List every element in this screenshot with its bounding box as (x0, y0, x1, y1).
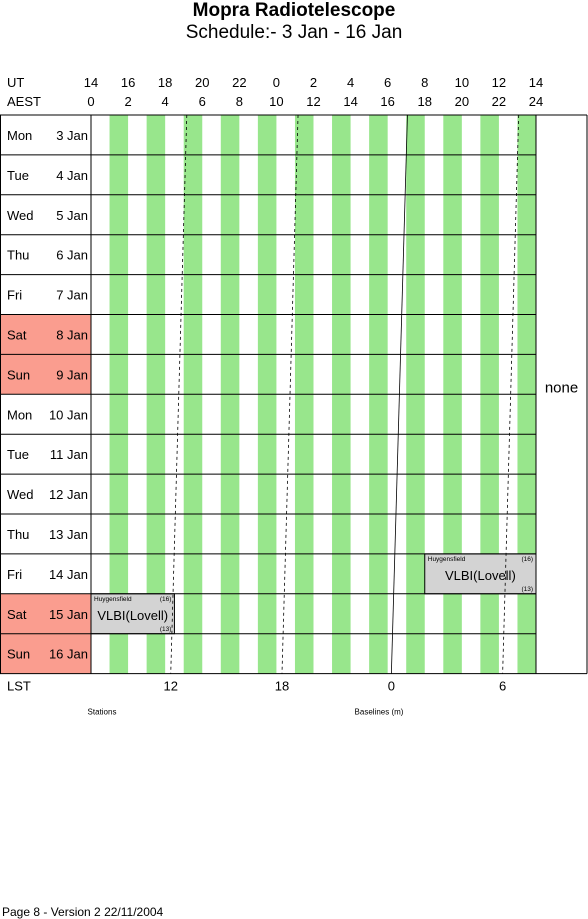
ut-tick-label: 8 (421, 75, 428, 90)
day-of-week: Mon (7, 407, 32, 422)
day-date: 15 Jan (49, 607, 88, 622)
day-date: 10 Jan (49, 407, 88, 422)
observation-project: VLBI(Lovell) (97, 608, 168, 623)
lst-tick-label: 0 (388, 679, 395, 694)
ut-tick-label: 14 (84, 75, 98, 90)
ut-tick-label: 2 (310, 75, 317, 90)
stations-label: Stations (88, 708, 117, 717)
aest-tick-label: 16 (380, 94, 394, 109)
observation-code-bottom: (13) (521, 586, 533, 593)
lst-guide (390, 114, 408, 674)
day-of-week: Wed (7, 208, 34, 223)
day-of-week: Wed (7, 487, 34, 502)
day-date: 9 Jan (56, 367, 88, 382)
day-of-week: Sat (7, 328, 27, 343)
aest-tick-label: 20 (455, 94, 469, 109)
day-of-week: Tue (7, 447, 29, 462)
ut-tick-label: 14 (529, 75, 543, 90)
day-date: 11 Jan (50, 447, 88, 462)
page-subtitle: Schedule:- 3 Jan - 16 Jan (185, 22, 403, 43)
ut-tick-label: 4 (347, 75, 354, 90)
ut-tick-label: 18 (158, 75, 172, 90)
aest-tick-label: 4 (162, 94, 169, 109)
weekend-highlight (0, 314, 91, 355)
lst-tick-label: 12 (163, 679, 177, 694)
footer-version: Page 8 - Version 2 22/11/2004 (2, 905, 164, 919)
ut-axis-label: UT (7, 75, 24, 90)
baselines-label: Baselines (m) (355, 708, 404, 717)
aest-tick-label: 22 (492, 94, 506, 109)
ut-tick-label: 22 (232, 75, 246, 90)
aest-tick-label: 6 (199, 94, 206, 109)
day-of-week: Sun (7, 647, 30, 662)
day-of-week: Sat (7, 607, 27, 622)
lst-tick-label: 18 (275, 679, 289, 694)
weekend-highlight (0, 593, 91, 634)
observation-code-bottom: (13) (160, 626, 172, 633)
day-date: 14 Jan (49, 567, 88, 582)
observation-code-top: (16) (160, 596, 172, 603)
day-date: 5 Jan (56, 208, 88, 223)
observation-project: VLBI(Lovell) (445, 568, 516, 583)
day-of-week: Mon (7, 128, 32, 143)
ut-tick-label: 20 (195, 75, 209, 90)
page-title: Mopra Radiotelescope (192, 0, 396, 21)
aest-tick-label: 2 (124, 94, 131, 109)
aest-tick-label: 14 (343, 94, 357, 109)
day-of-week: Thu (7, 248, 29, 263)
ut-tick-label: 0 (273, 75, 280, 90)
day-of-week: Fri (7, 567, 22, 582)
aest-axis-label: AEST (7, 94, 41, 109)
side-note: none (545, 379, 578, 396)
ut-tick-label: 6 (384, 75, 391, 90)
observation-code-top: (16) (521, 556, 533, 563)
weekend-highlight (0, 354, 91, 395)
observation-block (90, 593, 175, 635)
day-of-week: Fri (7, 288, 22, 303)
aest-tick-label: 18 (418, 94, 432, 109)
day-of-week: Thu (7, 527, 29, 542)
observation-observer: Huygensfield (94, 596, 132, 603)
observation-observer: Huygensfield (428, 556, 466, 563)
day-date: 8 Jan (56, 328, 88, 343)
lst-axis-label: LST (7, 679, 31, 694)
ut-tick-label: 10 (455, 75, 469, 90)
lst-tick-label: 6 (499, 679, 506, 694)
day-of-week: Sun (7, 367, 30, 382)
aest-tick-label: 10 (269, 94, 283, 109)
day-date: 4 Jan (56, 168, 88, 183)
ut-tick-label: 16 (121, 75, 135, 90)
aest-tick-label: 0 (87, 94, 94, 109)
day-date: 12 Jan (49, 487, 88, 502)
aest-tick-label: 12 (306, 94, 320, 109)
ut-tick-label: 12 (492, 75, 506, 90)
day-date: 6 Jan (56, 248, 88, 263)
aest-tick-label: 24 (529, 94, 543, 109)
day-date: 13 Jan (49, 527, 88, 542)
weekend-highlight (0, 633, 91, 674)
day-date: 16 Jan (49, 647, 88, 662)
day-date: 7 Jan (56, 288, 88, 303)
aest-tick-label: 8 (236, 94, 243, 109)
day-of-week: Tue (7, 168, 29, 183)
day-date: 3 Jan (56, 128, 88, 143)
